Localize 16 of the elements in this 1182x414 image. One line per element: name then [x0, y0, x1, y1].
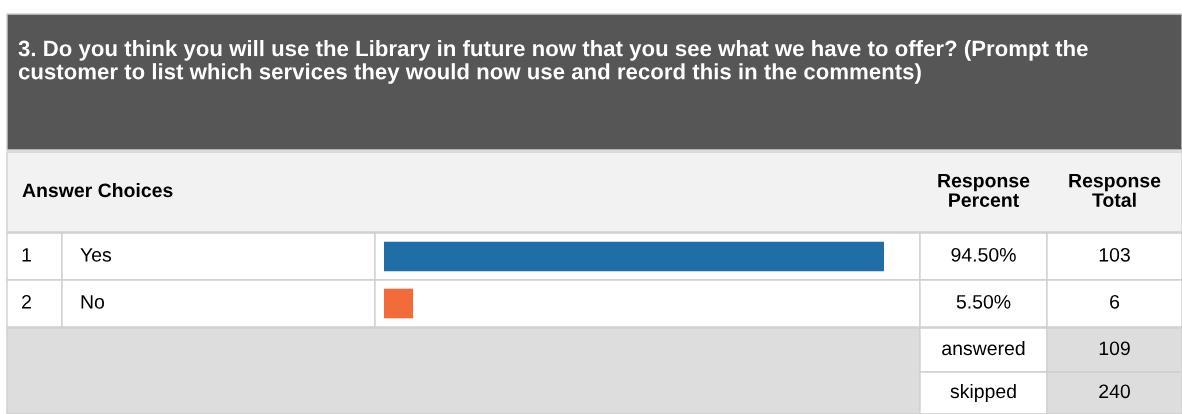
- text: 240: [1099, 384, 1130, 399]
- text: Response Total: [1069, 173, 1161, 207]
- text: 109: [1099, 341, 1130, 356]
- y-tick-label: Yes: [80, 248, 112, 262]
- data-label: 94.50%: [951, 247, 1016, 262]
- data-label: 5.50%: [956, 294, 1011, 309]
- text: 2: [22, 294, 31, 309]
- text: skipped: [950, 383, 1016, 403]
- text: Response Percent: [938, 173, 1030, 207]
- text: 103: [1099, 247, 1130, 262]
- text: Answer Choices: [22, 182, 173, 198]
- text: 1: [22, 248, 31, 262]
- text: answered: [942, 340, 1025, 356]
- y-tick-label: No: [81, 295, 105, 309]
- text: 6: [1110, 294, 1120, 309]
- chart-title: 3. Do you think you will use the Library in future now that you see what we have to offer? (Prompt the customer to list which services they would now use and record this in the comments): [18, 40, 1088, 84]
